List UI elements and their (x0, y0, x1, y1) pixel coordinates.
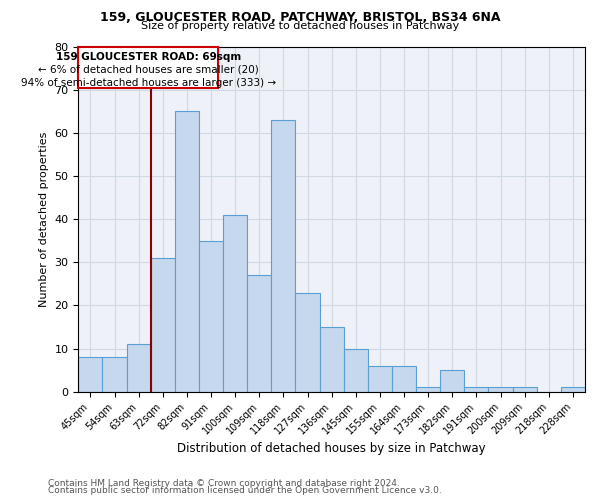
Bar (561, 388, 585, 392)
Bar (368, 366, 392, 392)
Bar (79, 358, 103, 392)
Text: Contains public sector information licensed under the Open Government Licence v3: Contains public sector information licen… (48, 486, 442, 495)
Text: ← 6% of detached houses are smaller (20): ← 6% of detached houses are smaller (20) (38, 64, 259, 74)
Bar (344, 348, 368, 392)
Bar (392, 366, 416, 392)
Bar (127, 344, 151, 392)
Text: 159, GLOUCESTER ROAD, PATCHWAY, BRISTOL, BS34 6NA: 159, GLOUCESTER ROAD, PATCHWAY, BRISTOL,… (100, 11, 500, 24)
Bar (199, 240, 223, 392)
Text: Size of property relative to detached houses in Patchway: Size of property relative to detached ho… (141, 21, 459, 31)
Bar (416, 388, 440, 392)
Bar (175, 111, 199, 392)
Bar (512, 388, 537, 392)
X-axis label: Distribution of detached houses by size in Patchway: Distribution of detached houses by size … (178, 442, 486, 455)
Y-axis label: Number of detached properties: Number of detached properties (39, 132, 49, 307)
FancyBboxPatch shape (79, 46, 218, 88)
Bar (151, 258, 175, 392)
Bar (103, 358, 127, 392)
Bar (488, 388, 512, 392)
Bar (223, 215, 247, 392)
Text: 94% of semi-detached houses are larger (333) →: 94% of semi-detached houses are larger (… (21, 78, 276, 88)
Bar (320, 327, 344, 392)
Bar (464, 388, 488, 392)
Bar (295, 292, 320, 392)
Bar (271, 120, 295, 392)
Text: 159 GLOUCESTER ROAD: 69sqm: 159 GLOUCESTER ROAD: 69sqm (56, 52, 241, 62)
Bar (440, 370, 464, 392)
Bar (247, 276, 271, 392)
Text: Contains HM Land Registry data © Crown copyright and database right 2024.: Contains HM Land Registry data © Crown c… (48, 478, 400, 488)
